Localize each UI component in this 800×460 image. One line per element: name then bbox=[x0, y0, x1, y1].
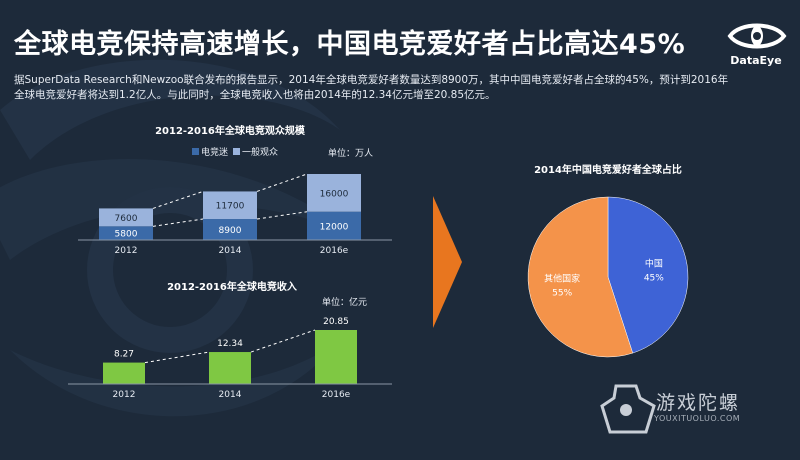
tick-revenue-2014: 2014 bbox=[219, 390, 242, 400]
bar-fans-2012 bbox=[99, 226, 153, 240]
tick-revenue-2016e: 2016e bbox=[322, 390, 351, 400]
bar-revenue-2012 bbox=[103, 362, 145, 384]
bar-revenue-2014 bbox=[209, 352, 251, 384]
label-fans-2016e: 12000 bbox=[320, 222, 349, 232]
revenue-chart-title: 2012-2016年全球电竞收入 bbox=[167, 280, 297, 293]
trend-line-total bbox=[152, 190, 204, 209]
bar-casual-2016e bbox=[307, 174, 361, 212]
label-revenue-2012: 8.27 bbox=[114, 350, 134, 360]
label-revenue-2014: 12.34 bbox=[217, 339, 243, 349]
audience-unit: 单位：万人 bbox=[328, 147, 373, 159]
watermark-subtitle: YOUXITUOLUO.COM bbox=[654, 414, 741, 423]
pie-value-others: 55% bbox=[552, 288, 572, 298]
watermark-title: 游戏陀螺 bbox=[656, 392, 741, 414]
pie-label-others: 其他国家 bbox=[544, 272, 580, 284]
page-description: 据SuperData Research和Newzoo联合发布的报告显示，2014… bbox=[14, 74, 729, 101]
pie-chart: 2014年中国电竞爱好者全球占比 中国 45% 其他国家 55% bbox=[527, 163, 689, 358]
revenue-unit: 单位：亿元 bbox=[322, 296, 367, 308]
label-casual-2016e: 16000 bbox=[320, 189, 349, 199]
tick-audience-2012: 2012 bbox=[115, 246, 138, 256]
label-fans-2012: 5800 bbox=[115, 230, 138, 240]
pie-value-china: 45% bbox=[644, 274, 664, 284]
pie-label-china: 中国 bbox=[645, 258, 663, 270]
bar-revenue-2016e bbox=[315, 330, 357, 384]
background-decoration bbox=[0, 59, 360, 417]
legend-swatch-casual bbox=[233, 148, 240, 155]
label-revenue-2016e: 20.85 bbox=[323, 317, 349, 327]
legend-label-fans: 电竞迷 bbox=[201, 146, 228, 158]
legend-label-casual: 一般观众 bbox=[242, 146, 278, 158]
bar-casual-2012 bbox=[99, 208, 153, 227]
transition-arrow-icon bbox=[433, 196, 462, 328]
dataeye-logo-icon bbox=[727, 23, 787, 49]
legend-swatch-fans bbox=[192, 148, 199, 155]
bar-fans-2014 bbox=[203, 219, 257, 240]
bar-casual-2014 bbox=[203, 191, 257, 220]
tick-audience-2014: 2014 bbox=[219, 246, 242, 256]
page-title: 全球电竞保持高速增长，中国电竞爱好者占比高达45% bbox=[14, 29, 686, 60]
label-casual-2014: 11700 bbox=[216, 202, 245, 212]
pie-slice-china bbox=[607, 196, 689, 354]
trend-line-fans bbox=[152, 218, 204, 227]
pie-chart-title: 2014年中国电竞爱好者全球占比 bbox=[534, 163, 682, 176]
brand-name: DataEye bbox=[730, 54, 782, 67]
revenue-chart: 2012-2016年全球电竞收入 单位：亿元 8.27 2012 12.34 2014… bbox=[68, 280, 392, 400]
tick-revenue-2012: 2012 bbox=[113, 390, 136, 400]
audience-chart-title: 2012-2016年全球电竞观众规模 bbox=[155, 124, 306, 137]
watermark-logo-icon bbox=[600, 384, 656, 434]
trend-line-total bbox=[256, 173, 308, 192]
tick-audience-2016e: 2016e bbox=[320, 246, 349, 256]
trend-line-fans bbox=[256, 211, 308, 220]
audience-chart: 2012-2016年全球电竞观众规模 电竞迷 一般观众 单位：万人 5800 76… bbox=[78, 124, 392, 256]
label-fans-2014: 8900 bbox=[219, 226, 242, 236]
charts-canvas: 2012-2016年全球电竞观众规模 电竞迷 一般观众 单位：万人 5800 76… bbox=[68, 124, 689, 400]
trend-line-revenue bbox=[144, 351, 210, 364]
trend-line-revenue bbox=[250, 329, 316, 353]
pie-slice-others bbox=[527, 196, 634, 358]
bar-fans-2016e bbox=[307, 211, 361, 240]
label-casual-2012: 7600 bbox=[115, 214, 138, 224]
